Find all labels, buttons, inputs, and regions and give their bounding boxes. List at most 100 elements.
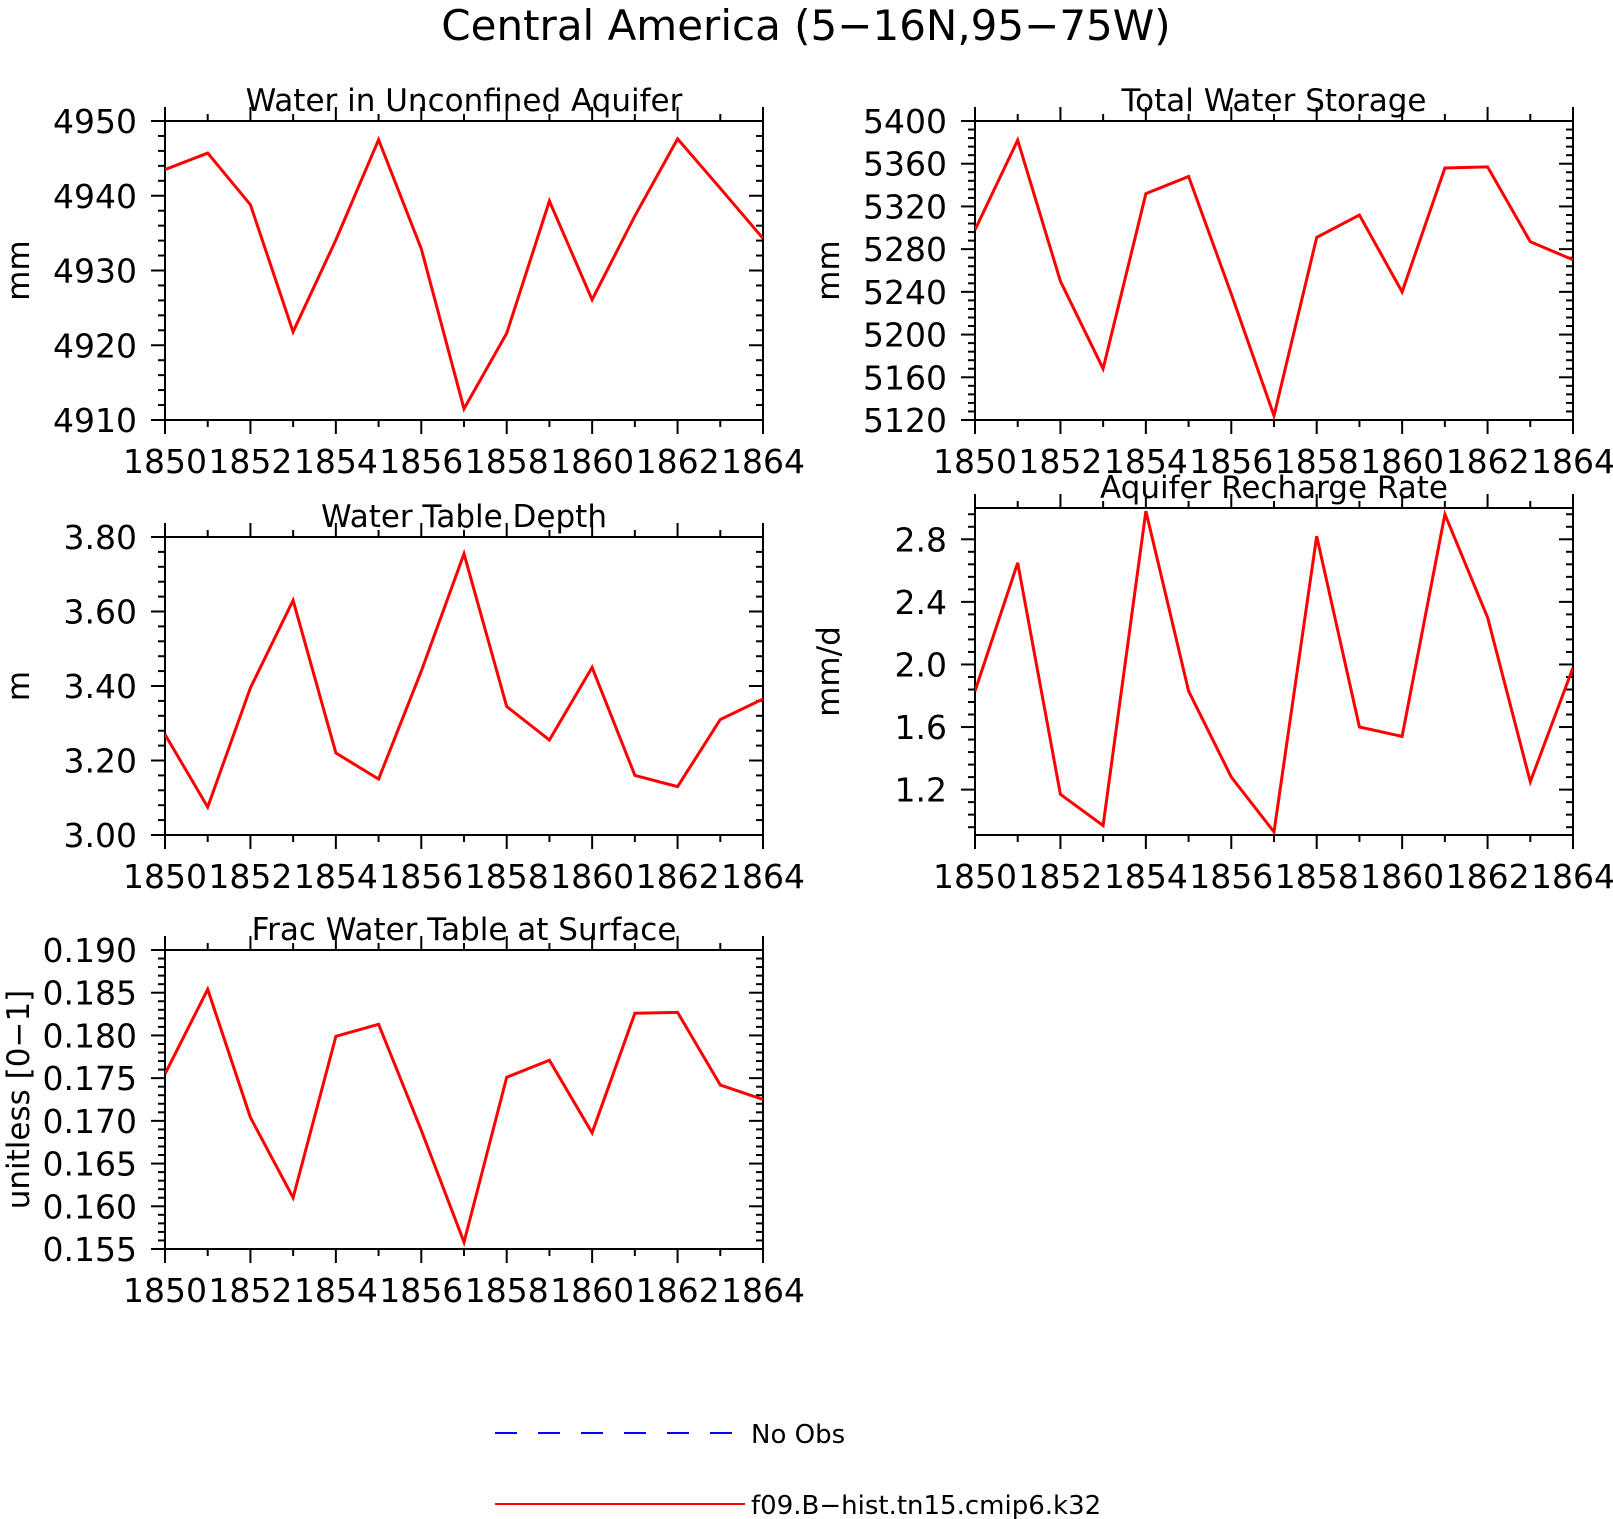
series-line-model	[165, 135, 763, 413]
x-tick-label: 1864	[721, 1271, 805, 1310]
panel-title: Water in Unconfined Aquifer	[246, 83, 683, 119]
x-tick-label: 1852	[208, 1271, 292, 1310]
y-axis-label: mm	[811, 240, 847, 300]
y-tick-label: 3.40	[64, 667, 137, 706]
series-line-model	[975, 136, 1573, 420]
y-tick-label: 5280	[863, 230, 947, 269]
legend-label-model: f09.B−hist.tn15.cmip6.k32	[751, 1491, 1101, 1519]
plot-frame	[164, 536, 764, 836]
x-tick-label: 1858	[465, 857, 549, 896]
plot-frame	[974, 507, 1574, 836]
series-line-model	[975, 509, 1573, 835]
x-tick-label: 1860	[1360, 442, 1444, 481]
x-tick-label: 1850	[933, 857, 1017, 896]
y-tick-label: 0.180	[43, 1016, 137, 1055]
y-tick-label: 3.60	[64, 593, 137, 632]
y-tick-label: 4950	[53, 102, 137, 141]
series-line-model	[165, 985, 763, 1248]
y-tick-label: 0.170	[43, 1102, 137, 1141]
x-tick-label: 1856	[379, 857, 463, 896]
plot-frame	[164, 120, 764, 421]
y-tick-label: 3.80	[64, 518, 137, 557]
x-tick-label: 1860	[550, 442, 634, 481]
legend: No Obs f09.B−hist.tn15.cmip6.k32	[495, 1420, 1101, 1519]
y-tick-label: 5320	[863, 187, 947, 226]
x-tick-label: 1856	[379, 1271, 463, 1310]
chart-panel-recharge-rate: Aquifer Recharge Rate 1850 1852 1854 1856 185…	[811, 470, 1613, 896]
x-tick-label: 1858	[465, 442, 549, 481]
y-tick-label: 0.165	[43, 1145, 137, 1184]
y-axis-label: mm/d	[811, 626, 847, 717]
x-tick-label: 1858	[465, 1271, 549, 1310]
x-tick-label: 1852	[208, 442, 292, 481]
y-axis-label: mm	[1, 240, 37, 300]
x-tick-label: 1864	[721, 442, 805, 481]
y-tick-label: 5360	[863, 145, 947, 184]
x-tick-label: 1854	[294, 442, 378, 481]
y-tick-label: 5400	[863, 102, 947, 141]
y-tick-label: 3.20	[64, 742, 137, 781]
x-tick-label: 1850	[933, 442, 1017, 481]
x-tick-label: 1854	[294, 857, 378, 896]
x-tick-label: 1856	[379, 442, 463, 481]
y-tick-label: 2.8	[895, 520, 947, 559]
figure-title: Central America (5−16N,95−75W)	[441, 1, 1170, 50]
y-tick-label: 4930	[53, 252, 137, 291]
x-tick-label: 1858	[1275, 442, 1359, 481]
x-tick-label: 1860	[550, 1271, 634, 1310]
x-tick-label: 1862	[636, 442, 720, 481]
series-line-model	[165, 548, 763, 811]
x-tick-label: 1854	[1104, 857, 1188, 896]
x-tick-label: 1864	[1531, 857, 1613, 896]
x-tick-label: 1852	[1018, 442, 1102, 481]
x-tick-label: 1862	[636, 1271, 720, 1310]
y-tick-label: 0.175	[43, 1059, 137, 1098]
x-tick-label: 1864	[721, 857, 805, 896]
y-tick-label: 0.185	[43, 974, 137, 1013]
y-tick-label: 0.190	[43, 931, 137, 970]
y-tick-label: 4910	[53, 401, 137, 440]
x-tick-label: 1860	[550, 857, 634, 896]
x-tick-label: 1854	[1104, 442, 1188, 481]
x-tick-label: 1858	[1275, 857, 1359, 896]
y-tick-label: 2.4	[895, 583, 947, 622]
y-tick-label: 0.160	[43, 1187, 137, 1226]
y-axis-label: unitless [0−1]	[1, 990, 37, 1210]
y-tick-label: 1.2	[895, 771, 947, 810]
x-tick-label: 1862	[636, 857, 720, 896]
panel-title: Water Table Depth	[321, 499, 607, 535]
x-tick-label: 1852	[1018, 857, 1102, 896]
x-tick-label: 1850	[123, 1271, 207, 1310]
panel-title: Total Water Storage	[1120, 83, 1426, 119]
x-tick-label: 1862	[1446, 442, 1530, 481]
x-tick-label: 1852	[208, 857, 292, 896]
y-tick-label: 5200	[863, 316, 947, 355]
x-tick-label: 1856	[1189, 857, 1273, 896]
x-tick-label: 1862	[1446, 857, 1530, 896]
x-tick-label: 1854	[294, 1271, 378, 1310]
panel-title: Frac Water Table at Surface	[252, 912, 677, 948]
y-tick-label: 0.155	[43, 1230, 137, 1269]
y-tick-label: 4920	[53, 326, 137, 365]
x-tick-label: 1850	[123, 442, 207, 481]
x-tick-label: 1856	[1189, 442, 1273, 481]
panel-title: Aquifer Recharge Rate	[1100, 470, 1448, 506]
y-tick-label: 1.6	[895, 708, 947, 747]
y-tick-label: 2.0	[895, 645, 947, 684]
y-axis-label: m	[1, 671, 37, 701]
y-tick-label: 5240	[863, 273, 947, 312]
y-tick-label: 5160	[863, 358, 947, 397]
legend-label-no-obs: No Obs	[751, 1420, 845, 1450]
plot-frame	[164, 949, 764, 1250]
x-tick-label: 1864	[1531, 442, 1613, 481]
y-tick-label: 5120	[863, 401, 947, 440]
x-tick-label: 1860	[1360, 857, 1444, 896]
x-tick-label: 1850	[123, 857, 207, 896]
y-tick-label: 3.00	[64, 816, 137, 855]
